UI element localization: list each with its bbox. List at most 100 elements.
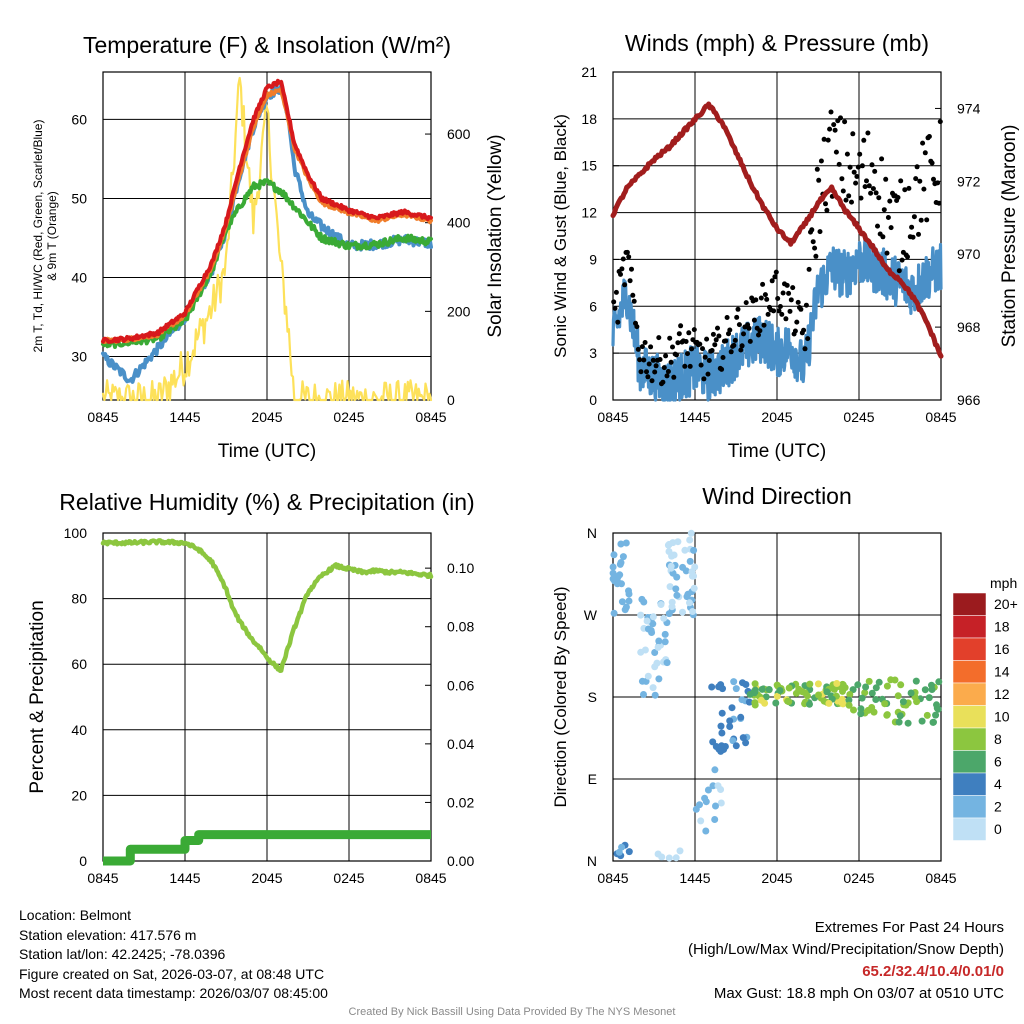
legend-swatch [952,750,987,774]
station-info: Location: Belmont Station elevation: 417… [19,906,328,1004]
direction-point [742,681,750,688]
gust-point [723,338,729,344]
gust-point [761,322,767,328]
gust-point [888,225,894,231]
gust-point [786,290,792,296]
legend-swatch [952,682,987,706]
direction-point [912,677,920,685]
x-tick-label: 2045 [761,409,792,425]
direction-point [611,577,618,585]
gust-point [898,178,904,184]
direction-point [935,678,943,686]
gust-point [872,168,878,174]
direction-point [654,643,662,651]
gust-point [678,323,684,329]
direction-point [704,786,712,794]
gust-point [698,362,704,368]
gust-point [741,331,746,337]
direction-point [657,601,665,608]
direction-point [711,816,719,823]
gust-point [639,344,645,350]
gust-point [917,178,923,184]
direction-point [625,597,633,605]
direction-point [618,843,626,851]
gust-point [854,174,860,179]
direction-point [732,742,740,750]
gust-point [924,217,930,223]
gust-point [905,254,910,260]
gust-point [738,347,744,353]
direction-point [726,717,734,725]
gust-point [839,176,845,182]
gust-point [911,214,917,220]
direction-point [644,672,652,680]
direction-point [696,801,703,809]
gust-point [847,164,853,170]
gust-point [916,231,921,237]
y-axis-label-line2: & 9m T (Orange) [45,191,59,281]
gust-point [881,207,887,213]
gust-point [743,300,749,306]
gust-point [732,337,738,343]
gust-point [712,342,718,348]
y-right-tick-label: 200 [447,303,471,319]
recent-timestamp: Most recent data timestamp: 2026/03/07 0… [19,985,328,1001]
direction-point [689,608,697,615]
credit-line: Created By Nick Bassill Using Data Provi… [348,1006,676,1018]
direction-point [667,562,675,570]
legend-label: 8 [994,731,1002,747]
direction-point [865,677,873,685]
gust-point [803,302,809,308]
direction-point [661,638,669,646]
gust-point [661,365,667,371]
gust-point [771,308,777,314]
direction-point [896,712,904,720]
gust-point [702,354,708,360]
gust-point [746,325,752,331]
gust-point [788,297,794,303]
gust-point [613,289,619,295]
gust-point [753,297,759,303]
y-right-tick-label: 974 [957,100,981,116]
y-tick-label: 3 [589,345,597,361]
gust-point [859,163,865,169]
gust-point [790,285,796,291]
direction-point [718,729,726,737]
speed-color-legend: mph 20+ 18 16 14 12 10 8 6 4 2 0 [952,575,1018,841]
x-tick-label: 1445 [679,409,710,425]
direction-point [904,719,912,727]
wind-direction-panel: 0845 1445 2045 0245 0845 Wind Direction N E S W N D… [551,483,957,886]
gust-point [676,331,682,337]
direction-point [921,686,929,694]
gust-point [816,177,822,183]
gust-point [715,325,720,331]
gust-point [814,166,820,172]
direction-point [665,854,673,862]
gust-point [861,137,867,143]
direction-point [737,713,745,721]
station-location: Location: Belmont [19,907,132,923]
station-latlon: Station lat/lon: 42.2425; -78.0396 [19,946,226,962]
direction-point [726,723,734,730]
gust-point [762,292,768,298]
y-tick-label: W [584,607,598,623]
y-axis-label: Percent & Precipitation [27,600,48,793]
gust-point [802,346,808,352]
legend-label: 6 [994,754,1002,770]
legend-label: 10 [994,709,1010,725]
direction-point [825,699,833,707]
gust-point [769,278,775,284]
direction-point [850,706,857,714]
gust-point [840,188,846,194]
gust-point [674,352,679,358]
x-tick-label: 1445 [679,870,710,886]
direction-point [617,540,625,548]
direction-point [846,691,854,698]
gust-point [756,332,761,338]
direction-point [913,698,921,706]
direction-point [686,557,694,565]
gust-point [728,349,734,355]
y-tick-label: 15 [581,158,597,174]
direction-point [897,681,905,689]
gust-point [720,355,726,360]
